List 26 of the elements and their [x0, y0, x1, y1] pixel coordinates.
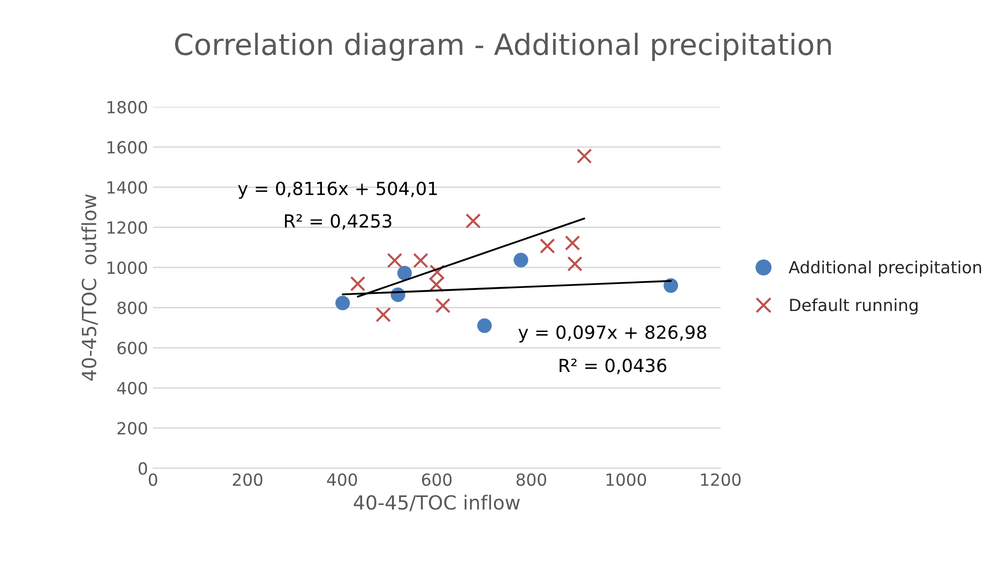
annotation: y = 0,8116x + 504,01 [238, 182, 437, 199]
x-tick-label: 400 [327, 473, 357, 486]
y-tick-label: 0 [138, 462, 148, 475]
y-tick-label: 1800 [108, 100, 148, 114]
x-axis-title: 40-45/TOC inflow [354, 494, 520, 512]
annotation: R² = 0,0436 [560, 358, 666, 374]
x-tick-label: 0 [148, 473, 158, 486]
annotation: y = 0,097x + 826,98 [518, 325, 706, 343]
y-tick-label: 200 [118, 422, 148, 435]
x-tick-label: 200 [232, 473, 262, 486]
x-tick-label: 1000 [606, 473, 646, 486]
legend-label: Additional precipitation [788, 260, 982, 277]
annotation: R² = 0,4253 [284, 214, 392, 230]
y-tick-label: 600 [117, 342, 148, 354]
y-tick-label: 1000 [108, 261, 148, 274]
y-tick-label: 800 [117, 302, 148, 314]
y-tick-label: 400 [117, 382, 148, 394]
x-tick-label: 800 [516, 473, 546, 486]
x-tick-label: 600 [422, 473, 452, 486]
y-tick-label: 1400 [108, 181, 148, 194]
y-axis-title: 40-45/TOC outflow [81, 194, 98, 381]
y-tick-label: 1600 [108, 141, 148, 154]
chart-title: Correlation diagram - Additional precipitation [175, 32, 831, 61]
legend-label: Default running [790, 298, 918, 315]
x-tick-label: 1200 [701, 473, 741, 486]
y-tick-label: 1200 [108, 221, 148, 234]
